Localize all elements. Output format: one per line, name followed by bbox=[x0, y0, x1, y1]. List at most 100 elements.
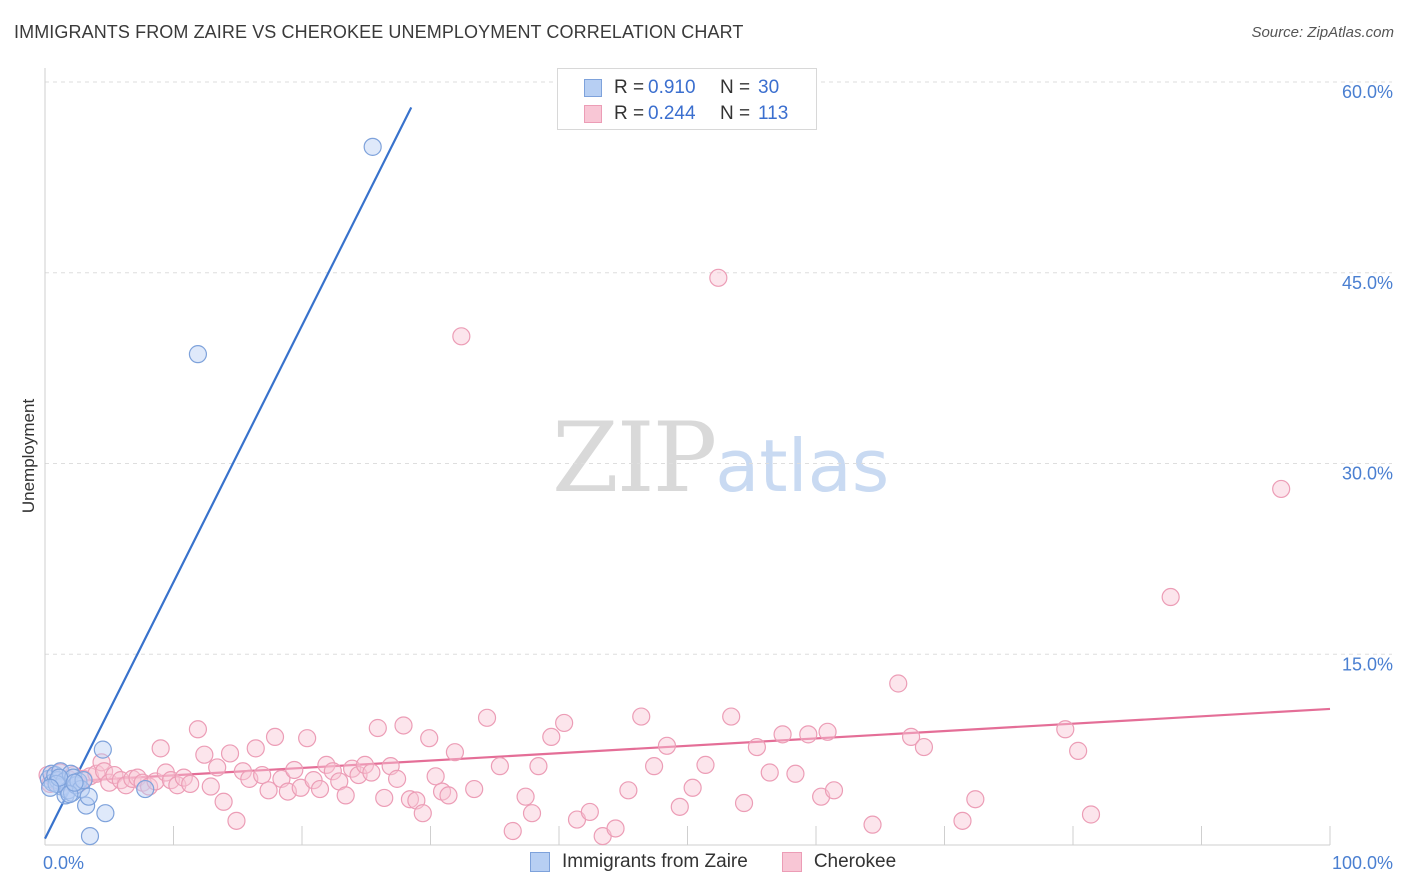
point-cherokee bbox=[337, 787, 354, 804]
legend-item-cherokee[interactable]: Cherokee bbox=[782, 851, 896, 873]
point-cherokee bbox=[658, 737, 675, 754]
point-cherokee bbox=[864, 816, 881, 833]
point-cherokee bbox=[286, 761, 303, 778]
point-cherokee bbox=[1057, 721, 1074, 738]
legend-item-zaire[interactable]: Immigrants from Zaire bbox=[530, 851, 748, 873]
point-cherokee bbox=[440, 787, 457, 804]
legend-r-value: 0.244 bbox=[648, 103, 720, 125]
point-cherokee bbox=[209, 759, 226, 776]
point-cherokee bbox=[800, 726, 817, 743]
grid-lines bbox=[45, 82, 1392, 654]
legend-swatch-zaire bbox=[530, 852, 550, 872]
point-cherokee bbox=[581, 803, 598, 820]
legend-row-zaire: R = 0.910 N = 30 bbox=[584, 75, 779, 101]
point-cherokee bbox=[222, 745, 239, 762]
trend-lines bbox=[45, 107, 1330, 838]
data-points bbox=[39, 138, 1290, 844]
legend-n-value: 113 bbox=[758, 103, 788, 125]
point-cherokee bbox=[1070, 742, 1087, 759]
legend-n-label: N = bbox=[720, 77, 758, 99]
tick-labels: 15.0% 30.0% 45.0% 60.0% 0.0% 100.0% bbox=[43, 82, 1393, 873]
point-cherokee bbox=[748, 739, 765, 756]
legend-n-value: 30 bbox=[758, 77, 779, 99]
point-cherokee bbox=[646, 758, 663, 775]
point-cherokee bbox=[697, 756, 714, 773]
scatter-chart: 15.0%30.0%45.0%60.0%0.0% 100.0% Unemploym… bbox=[0, 0, 1406, 892]
point-cherokee bbox=[556, 714, 573, 731]
stats-legend: R = 0.910 N = 30 R = 0.244 N = 113 bbox=[557, 68, 817, 130]
legend-r-label: R = bbox=[614, 103, 648, 125]
point-cherokee bbox=[267, 728, 284, 745]
point-cherokee bbox=[915, 739, 932, 756]
point-cherokee bbox=[363, 764, 380, 781]
point-cherokee bbox=[196, 746, 213, 763]
point-zaire bbox=[189, 346, 206, 363]
point-cherokee bbox=[620, 782, 637, 799]
point-zaire bbox=[42, 779, 59, 796]
point-cherokee bbox=[395, 717, 412, 734]
legend-swatch-cherokee bbox=[782, 852, 802, 872]
legend-swatch-zaire bbox=[584, 79, 602, 97]
point-zaire bbox=[97, 805, 114, 822]
point-cherokee bbox=[466, 781, 483, 798]
point-zaire bbox=[137, 781, 154, 798]
y-tick-label: 30.0% bbox=[1342, 464, 1393, 484]
y-tick-label: 60.0% bbox=[1342, 82, 1393, 102]
point-cherokee bbox=[311, 781, 328, 798]
legend-n-label: N = bbox=[720, 103, 758, 125]
x-tick-label: 100.0% bbox=[1332, 853, 1393, 873]
point-zaire bbox=[81, 828, 98, 845]
legend-label-zaire: Immigrants from Zaire bbox=[562, 851, 748, 873]
point-cherokee bbox=[414, 805, 431, 822]
point-cherokee bbox=[530, 758, 547, 775]
point-cherokee bbox=[228, 812, 245, 829]
point-cherokee bbox=[524, 805, 541, 822]
legend-r-label: R = bbox=[614, 77, 648, 99]
point-zaire bbox=[364, 138, 381, 155]
point-cherokee bbox=[761, 764, 778, 781]
point-cherokee bbox=[446, 744, 463, 761]
point-cherokee bbox=[736, 795, 753, 812]
point-cherokee bbox=[189, 721, 206, 738]
y-tick-label: 45.0% bbox=[1342, 273, 1393, 293]
point-zaire bbox=[94, 741, 111, 758]
point-cherokee bbox=[890, 675, 907, 692]
point-cherokee bbox=[504, 823, 521, 840]
point-cherokee bbox=[633, 708, 650, 725]
legend-swatch-cherokee bbox=[584, 105, 602, 123]
point-cherokee bbox=[453, 328, 470, 345]
point-cherokee bbox=[369, 720, 386, 737]
point-cherokee bbox=[479, 709, 496, 726]
y-axis-label: Unemployment bbox=[19, 399, 38, 514]
point-cherokee bbox=[202, 778, 219, 795]
point-cherokee bbox=[967, 791, 984, 808]
point-cherokee bbox=[254, 767, 271, 784]
point-cherokee bbox=[787, 765, 804, 782]
point-cherokee bbox=[247, 740, 264, 757]
point-cherokee bbox=[299, 730, 316, 747]
point-cherokee bbox=[376, 789, 393, 806]
point-zaire bbox=[66, 774, 83, 791]
point-cherokee bbox=[389, 770, 406, 787]
point-cherokee bbox=[710, 269, 727, 286]
point-cherokee bbox=[825, 782, 842, 799]
legend-row-cherokee: R = 0.244 N = 113 bbox=[584, 101, 788, 127]
point-zaire bbox=[80, 788, 97, 805]
point-cherokee bbox=[427, 768, 444, 785]
point-cherokee bbox=[684, 779, 701, 796]
point-cherokee bbox=[954, 812, 971, 829]
point-cherokee bbox=[819, 723, 836, 740]
point-cherokee bbox=[152, 740, 169, 757]
series-legend: Immigrants from Zaire Cherokee bbox=[530, 851, 930, 873]
point-cherokee bbox=[491, 758, 508, 775]
legend-r-value: 0.910 bbox=[648, 77, 720, 99]
point-cherokee bbox=[1082, 806, 1099, 823]
point-cherokee bbox=[671, 798, 688, 815]
y-tick-label: 15.0% bbox=[1342, 654, 1393, 674]
point-cherokee bbox=[723, 708, 740, 725]
legend-label-cherokee: Cherokee bbox=[814, 851, 896, 873]
point-cherokee bbox=[607, 820, 624, 837]
point-cherokee bbox=[1273, 480, 1290, 497]
point-cherokee bbox=[215, 793, 232, 810]
point-cherokee bbox=[543, 728, 560, 745]
